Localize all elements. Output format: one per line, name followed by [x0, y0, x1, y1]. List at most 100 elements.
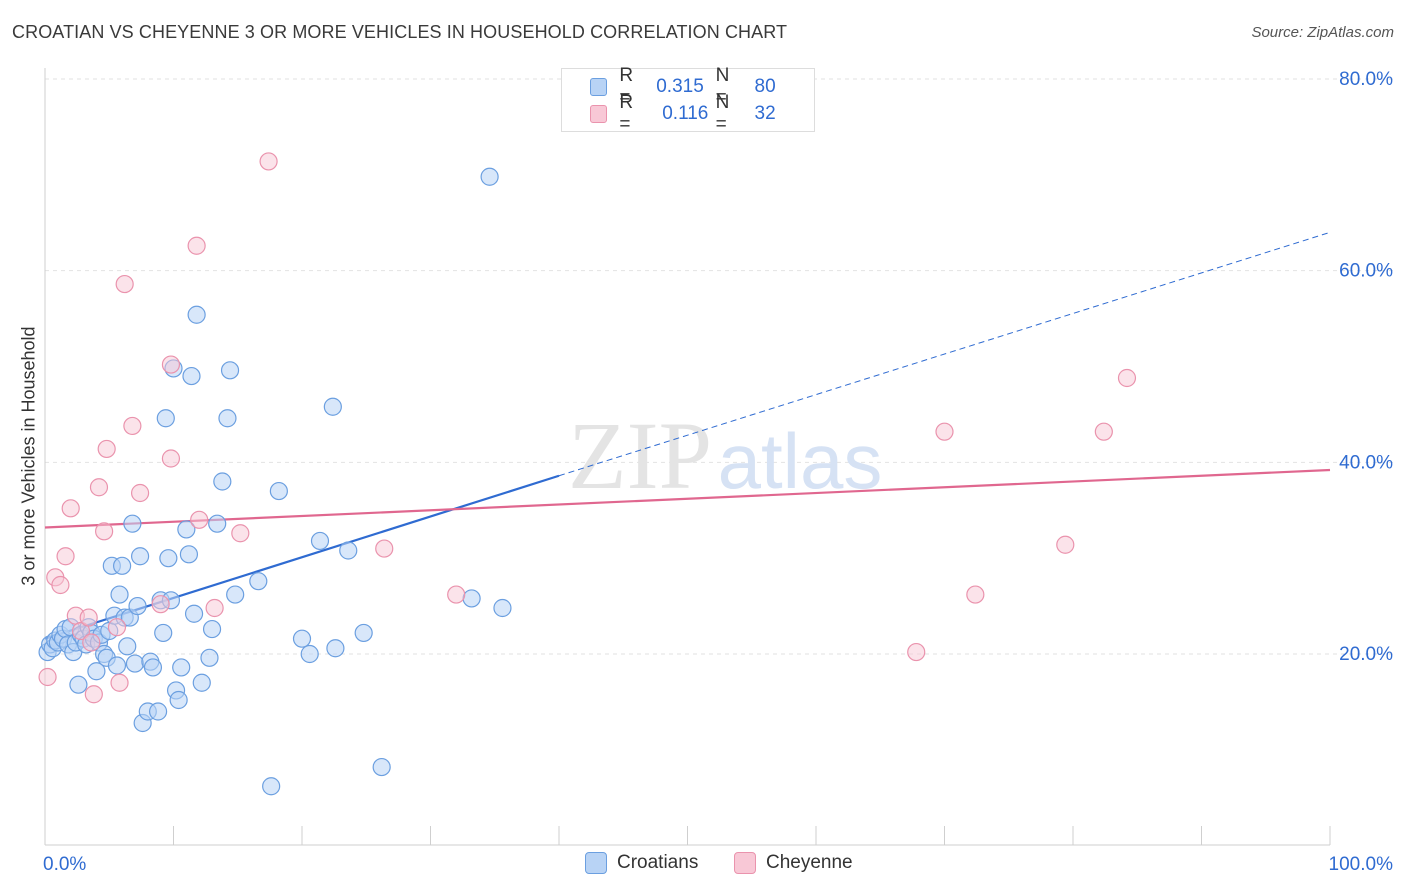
- legend-r-label: R =: [619, 92, 634, 135]
- croatians-point: [208, 514, 227, 533]
- y-tick-label: 60.0%: [1339, 261, 1393, 282]
- croatians-point: [220, 361, 240, 380]
- croatians-point: [300, 644, 319, 664]
- x-tick-label: 0.0%: [43, 854, 86, 875]
- croatians-point: [112, 556, 132, 575]
- croatians-point: [169, 690, 188, 710]
- legend-cheyenne-r: 0.116: [662, 103, 709, 124]
- cheyenne-point: [51, 575, 70, 595]
- cheyenne-point: [907, 642, 926, 662]
- croatians-point: [172, 658, 191, 677]
- croatians-point: [87, 662, 106, 681]
- croatians-point: [182, 366, 201, 386]
- cheyenne-point: [71, 621, 91, 641]
- grid-lines: [45, 78, 1393, 655]
- cheyenne-point: [123, 416, 142, 436]
- legend: R = 0.315 N = 80 R = 0.116 N = 32: [561, 65, 815, 135]
- chart-title: CROATIAN VS CHEYENNE 3 OR MORE VEHICLES …: [12, 22, 788, 42]
- cheyenne-point: [151, 595, 170, 614]
- croatians-point: [159, 549, 178, 568]
- cheyenne-swatch: [734, 852, 756, 874]
- x-tick-label: 100.0%: [1329, 854, 1394, 875]
- croatians-point: [69, 675, 88, 694]
- croatians-points: [38, 167, 512, 796]
- cheyenne-point: [231, 524, 250, 543]
- y-tick-label: 20.0%: [1339, 644, 1393, 665]
- cheyenne-point: [79, 608, 98, 627]
- croatians-swatch: [585, 852, 607, 874]
- source-label: Source: ZipAtlas.com: [1251, 24, 1394, 41]
- cheyenne-point: [161, 355, 181, 374]
- croatians-point: [123, 514, 142, 533]
- cheyenne-point: [935, 422, 954, 441]
- legend-n-label: N =: [715, 65, 730, 108]
- croatians-point: [107, 656, 127, 675]
- croatians-point: [310, 531, 330, 551]
- croatians-point: [292, 629, 312, 648]
- bottom-legend-croatians: Croatians: [585, 852, 698, 874]
- croatians-trend-extension: [558, 231, 1331, 477]
- cheyenne-point: [205, 598, 224, 618]
- cheyenne-swatch: [590, 105, 608, 123]
- cheyenne-point: [259, 152, 278, 171]
- legend-r-label: R =: [619, 65, 634, 108]
- croatians-point: [143, 658, 163, 677]
- cheyenne-point: [1117, 368, 1137, 388]
- croatians-point: [148, 702, 168, 721]
- cheyenne-point: [161, 449, 181, 468]
- cheyenne-point: [190, 510, 209, 529]
- cheyenne-trend-line: [44, 468, 1331, 529]
- tick-labels: 20.0% 40.0% 60.0% 80.0% 0.0% 100.0%: [43, 69, 1393, 875]
- croatians-point: [218, 409, 237, 428]
- y-axis-label: 3 or more Vehicles in Household: [18, 326, 39, 586]
- croatians-point: [128, 596, 147, 616]
- croatians-point: [179, 545, 199, 564]
- croatians-point: [110, 585, 129, 604]
- croatians-point: [213, 472, 232, 491]
- croatians-point: [480, 167, 499, 186]
- croatians-point: [200, 648, 219, 667]
- axes: [44, 68, 1331, 846]
- croatians-point: [226, 585, 245, 604]
- croatians-point: [187, 305, 206, 324]
- croatians-point: [192, 673, 211, 692]
- croatians-swatch: [590, 78, 608, 96]
- cheyenne-point: [97, 439, 116, 459]
- series-name-croatians: Croatians: [617, 852, 699, 873]
- croatians-point: [493, 598, 512, 618]
- cheyenne-point: [187, 236, 206, 255]
- watermark-zip: ZIP: [568, 402, 712, 509]
- croatians-point: [249, 572, 268, 591]
- croatians-point: [156, 409, 175, 428]
- croatians-point: [354, 623, 373, 643]
- cheyenne-point: [107, 618, 127, 637]
- croatians-point: [125, 654, 145, 673]
- series-name-cheyenne: Cheyenne: [766, 852, 853, 873]
- cheyenne-point: [966, 585, 985, 604]
- croatians-point: [372, 757, 391, 777]
- cheyenne-point: [115, 274, 134, 294]
- trend-lines: [44, 231, 1331, 640]
- legend-croatians-r: 0.315: [656, 76, 704, 97]
- croatians-point: [462, 589, 481, 608]
- cheyenne-point: [447, 585, 466, 604]
- croatians-point: [339, 541, 358, 560]
- croatians-point: [130, 547, 150, 566]
- cheyenne-point: [84, 685, 103, 704]
- cheyenne-point: [82, 633, 101, 652]
- cheyenne-point: [1094, 422, 1113, 441]
- legend-cheyenne-n: 32: [754, 103, 776, 124]
- cheyenne-point: [61, 499, 80, 518]
- cheyenne-point: [1056, 535, 1075, 554]
- legend-row-croatians: R = 0.315 N = 80: [590, 65, 814, 108]
- cheyenne-points: [38, 152, 1137, 704]
- croatians-point: [184, 604, 204, 623]
- croatians-point: [177, 520, 196, 539]
- bottom-legend-cheyenne: Cheyenne: [734, 852, 853, 874]
- croatians-point: [202, 619, 222, 639]
- legend-row-cheyenne: R = 0.116 N = 32: [590, 92, 814, 135]
- y-tick-label: 40.0%: [1339, 452, 1393, 473]
- croatians-point: [118, 637, 137, 656]
- croatians-point: [326, 639, 345, 658]
